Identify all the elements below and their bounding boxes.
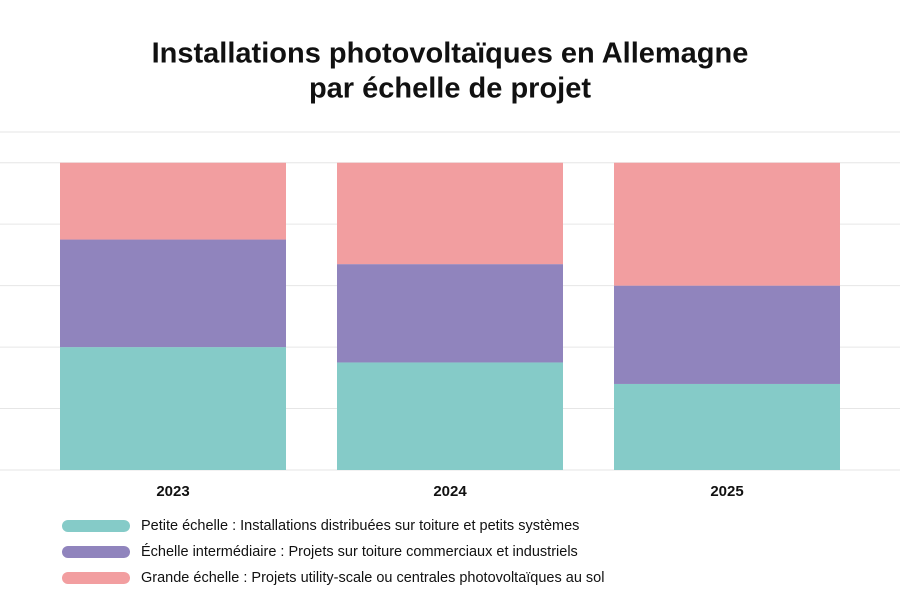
bar-segment (614, 383, 840, 470)
legend-label: Grande échelle : Projets utility-scale o… (141, 570, 604, 586)
bar-segment (337, 162, 563, 265)
bar-segment (60, 347, 286, 470)
x-tick-label: 2024 (433, 483, 467, 500)
bar-segment (60, 162, 286, 240)
chart-title: par échelle de projet (309, 73, 591, 105)
legend-label: Petite échelle : Installations distribué… (141, 518, 579, 534)
bar-segment (614, 285, 840, 384)
x-tick-label: 2023 (156, 483, 189, 500)
legend-swatch (62, 520, 130, 532)
legend-label: Échelle intermédiaire : Projets sur toit… (141, 543, 578, 560)
bar-segment (337, 264, 563, 363)
legend-swatch (62, 572, 130, 584)
chart-title: Installations photovoltaïques en Allemag… (152, 38, 749, 70)
bar-segment (614, 162, 840, 286)
bar-segment (337, 362, 563, 470)
bar-segment (60, 239, 286, 348)
legend-swatch (62, 546, 130, 558)
x-tick-label: 2025 (710, 483, 743, 500)
